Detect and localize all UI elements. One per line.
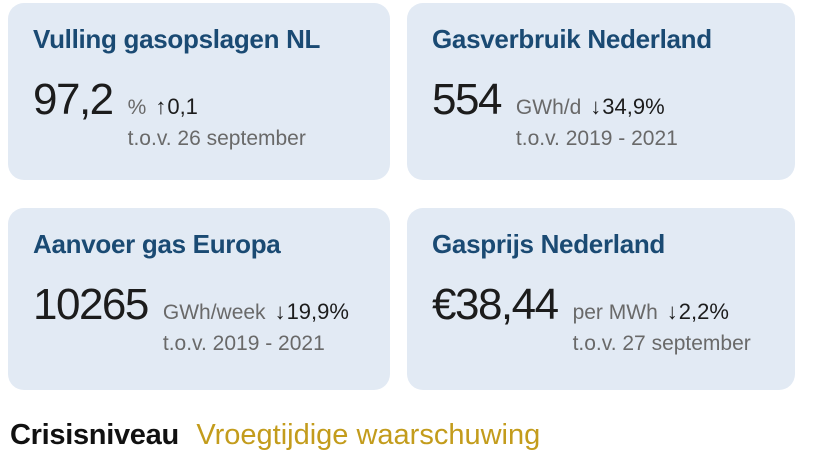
card-value-row: 554 GWh/d ↓34,9% t.o.v. 2019 - 2021 bbox=[432, 75, 771, 151]
card-unit-delta-line: % ↑0,1 bbox=[128, 94, 306, 120]
card-unit: GWh/week bbox=[162, 301, 266, 325]
card-delta-value: 19,9% bbox=[286, 299, 349, 325]
card-title: Gasverbruik Nederland bbox=[432, 24, 712, 54]
kpi-card-aanvoer-gas: Aanvoer gas Europa 10265 GWh/week ↓19,9% … bbox=[8, 208, 390, 390]
down-arrow-icon: ↓ bbox=[666, 299, 678, 325]
card-value: 554 bbox=[432, 75, 502, 125]
card-value-details: GWh/d ↓34,9% t.o.v. 2019 - 2021 bbox=[516, 94, 678, 151]
card-title: Aanvoer gas Europa bbox=[33, 229, 281, 259]
card-unit-delta-line: per MWh ↓2,2% bbox=[573, 299, 751, 325]
card-value-details: % ↑0,1 t.o.v. 26 september bbox=[128, 94, 306, 151]
card-delta: ↓2,2% bbox=[667, 299, 729, 324]
kpi-cards-grid: Vulling gasopslagen NL 97,2 % ↑0,1 t.o.v.… bbox=[8, 3, 830, 390]
kpi-card-vulling-gasopslagen: Vulling gasopslagen NL 97,2 % ↑0,1 t.o.v.… bbox=[8, 3, 390, 180]
card-delta-value: 2,2% bbox=[678, 299, 729, 325]
kpi-card-gasprijs: Gasprijs Nederland €38,44 per MWh ↓2,2% t… bbox=[407, 208, 795, 390]
card-delta: ↓34,9% bbox=[590, 94, 664, 119]
card-delta-value: 0,1 bbox=[167, 94, 198, 120]
card-value-details: GWh/week ↓19,9% t.o.v. 2019 - 2021 bbox=[163, 299, 349, 356]
card-value: 10265 bbox=[33, 280, 149, 330]
card-title: Vulling gasopslagen NL bbox=[33, 24, 321, 54]
card-unit: GWh/d bbox=[515, 96, 582, 120]
card-comparison: t.o.v. 2019 - 2021 bbox=[162, 332, 325, 356]
card-unit-delta-line: GWh/d ↓34,9% bbox=[516, 94, 678, 120]
card-comparison: t.o.v. 2019 - 2021 bbox=[515, 127, 678, 151]
card-delta-value: 34,9% bbox=[602, 94, 665, 120]
card-value-row: 97,2 % ↑0,1 t.o.v. 26 september bbox=[33, 75, 366, 151]
crisis-level-value: Vroegtijdige waarschuwing bbox=[196, 419, 541, 451]
down-arrow-icon: ↓ bbox=[274, 299, 286, 325]
card-value-row: €38,44 per MWh ↓2,2% t.o.v. 27 september bbox=[432, 280, 771, 356]
card-unit-delta-line: GWh/week ↓19,9% bbox=[163, 299, 349, 325]
crisis-label: Crisisniveau bbox=[10, 419, 179, 451]
card-unit: per MWh bbox=[572, 301, 658, 325]
up-arrow-icon: ↑ bbox=[155, 94, 167, 120]
card-value: €38,44 bbox=[432, 280, 559, 330]
card-unit: % bbox=[127, 96, 147, 120]
card-value-details: per MWh ↓2,2% t.o.v. 27 september bbox=[573, 299, 751, 356]
card-delta: ↑0,1 bbox=[155, 94, 198, 119]
kpi-card-gasverbruik: Gasverbruik Nederland 554 GWh/d ↓34,9% t.… bbox=[407, 3, 795, 180]
crisis-level-row: Crisisniveau Vroegtijdige waarschuwing bbox=[8, 419, 830, 452]
card-value-row: 10265 GWh/week ↓19,9% t.o.v. 2019 - 2021 bbox=[33, 280, 366, 356]
card-comparison: t.o.v. 27 september bbox=[572, 332, 751, 356]
card-comparison: t.o.v. 26 september bbox=[127, 127, 306, 151]
card-value: 97,2 bbox=[33, 75, 114, 125]
down-arrow-icon: ↓ bbox=[590, 94, 602, 120]
card-delta: ↓19,9% bbox=[275, 299, 349, 324]
card-title: Gasprijs Nederland bbox=[432, 229, 666, 259]
